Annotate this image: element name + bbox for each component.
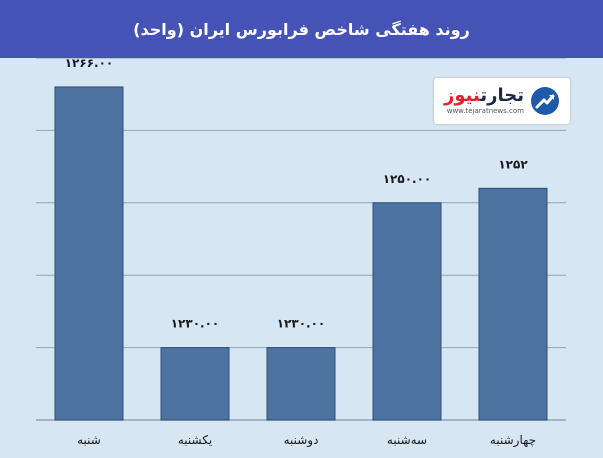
chart-header: روند هفتگی شاخص فرابورس ایران (واحد) — [0, 0, 603, 58]
chart-title: روند هفتگی شاخص فرابورس ایران (واحد) — [133, 19, 470, 39]
brand-logo: تجارتنیوز www.tejaratnews.com — [434, 78, 570, 124]
brand-name: تجارتنیوز — [444, 87, 524, 105]
bar — [372, 202, 442, 421]
category-label: یکشنبه — [178, 433, 212, 447]
bar-value-label: ۱۲۶۶.۰۰ — [65, 58, 114, 70]
brand-mark-icon — [530, 87, 559, 115]
bar — [54, 86, 124, 421]
bar-value-label: ۱۲۵۲ — [498, 157, 528, 171]
bar — [478, 187, 548, 421]
brand-url: www.tejaratnews.com — [446, 107, 524, 115]
brand-name-part1: تجارت — [480, 85, 524, 106]
brand-name-part2: نیوز — [444, 85, 481, 106]
brand-logo-text: تجارتنیوز www.tejaratnews.com — [444, 87, 524, 115]
category-label: شنبه — [77, 433, 101, 447]
category-label: سه‌شنبه — [387, 433, 427, 447]
bar — [160, 347, 230, 421]
category-label: دوشنبه — [284, 433, 319, 448]
bar — [266, 347, 336, 421]
bar-value-label: ۱۲۳۰.۰۰ — [277, 317, 326, 331]
category-label: چهارشنبه — [490, 433, 536, 448]
bar-value-label: ۱۲۳۰.۰۰ — [171, 317, 220, 331]
chart-plot: ۱۲۶۶.۰۰ شنبه ۱۲۳۰.۰۰ یکشنبه ۱۲۳۰.۰۰ دوشنبه ۱۲۵… — [36, 58, 566, 448]
bar-value-label: ۱۲۵۰.۰۰ — [383, 172, 432, 186]
